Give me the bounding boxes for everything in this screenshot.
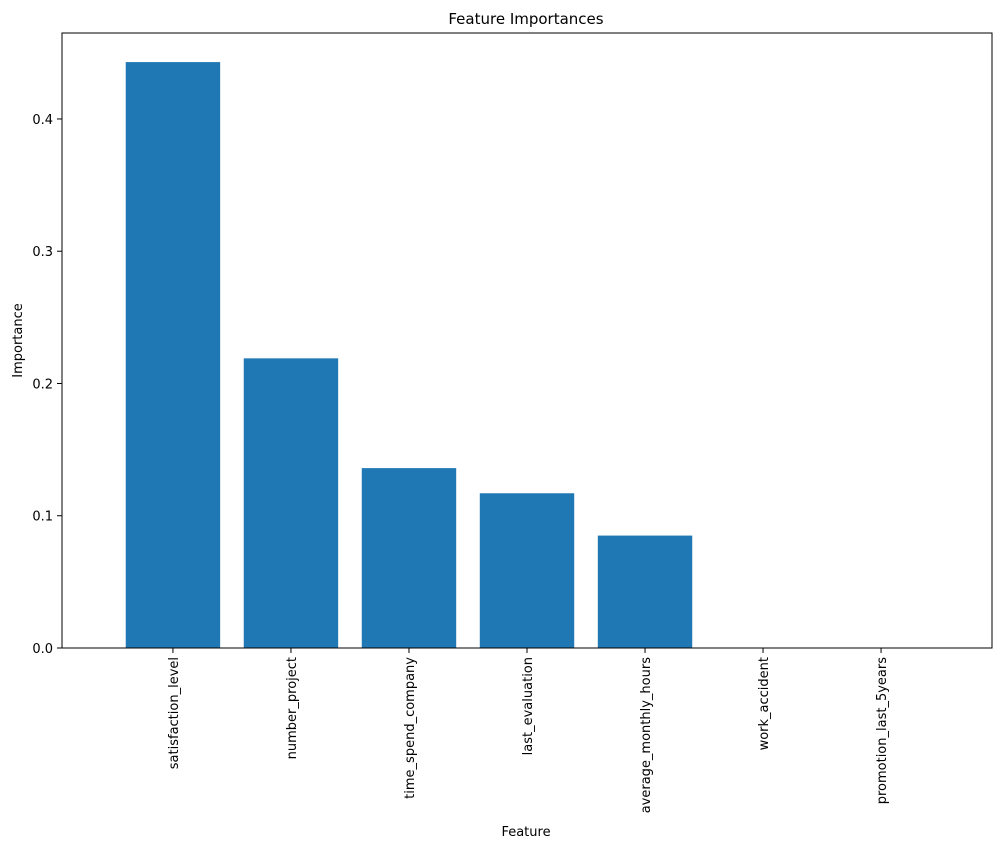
y-tick-label: 0.0 [32,642,53,657]
x-tick-label-last-evaluation: last_evaluation [521,657,536,755]
bars-group [125,62,693,649]
plot-frame [61,32,993,649]
bar-number-project [243,358,339,648]
y-tick-label: 0.1 [32,510,53,525]
x-tick-label-satisfaction-level: satisfaction_level [167,657,182,769]
x-tick-label-work-accident: work_accident [757,657,772,750]
y-axis-ticks: 0.0 0.1 0.2 0.3 0.4 [32,113,62,657]
x-axis-label: Feature [501,825,550,840]
x-axis-ticks: satisfaction_level number_project time_spe… [167,648,890,813]
y-tick-label: 0.2 [32,377,53,392]
y-axis-label: Importance [11,303,26,378]
x-tick-label-number-project: number_project [285,657,300,759]
bar-satisfaction-level [125,62,221,649]
bar-last-evaluation [479,493,575,648]
chart-title: Feature Importances [448,10,603,28]
x-tick-label-promotion-last-5years: promotion_last_5years [875,657,890,805]
bar-average-monthly-hours [597,535,693,648]
bar-time-spend-company [361,468,457,648]
x-tick-label-time-spend-company: time_spend_company [403,657,418,799]
x-tick-label-average-monthly-hours: average_monthly_hours [639,657,654,813]
y-tick-label: 0.4 [32,113,53,128]
y-tick-label: 0.3 [32,245,53,260]
